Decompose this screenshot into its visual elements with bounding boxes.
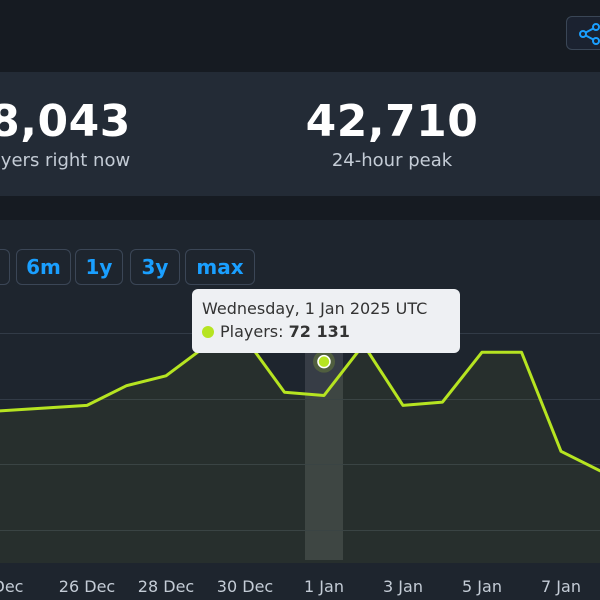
peak-players-value: 42,710 <box>305 96 479 147</box>
highlight-point <box>317 354 331 369</box>
top-bar <box>0 0 600 72</box>
series-line-players <box>0 336 600 473</box>
tooltip-title: Wednesday, 1 Jan 2025 UTC <box>202 299 428 318</box>
current-players-stat: 8,043 ayers right now <box>0 96 230 174</box>
series-dot-icon <box>202 326 214 338</box>
x-tick-label-6: 5 Jan <box>462 577 502 596</box>
range-button-partial[interactable] <box>0 249 10 285</box>
peak-players-label: 24-hour peak <box>331 150 453 171</box>
player-count-chart[interactable]: Dec 26 Dec 28 Dec 30 Dec 1 Jan 3 Jan 5 Jan 7 Ja… <box>0 220 600 600</box>
current-players-value: 8,043 <box>0 96 131 147</box>
range-button-3y[interactable]: 3y <box>130 249 180 285</box>
chart-tooltip: Wednesday, 1 Jan 2025 UTC Players: 72 13… <box>192 289 460 353</box>
series-area <box>0 338 600 563</box>
x-tick-label-2: 28 Dec <box>138 577 194 596</box>
x-tick-label-1: 26 Dec <box>59 577 115 596</box>
x-tick-label-4: 1 Jan <box>304 577 344 596</box>
share-button[interactable] <box>566 16 600 50</box>
current-players-label: ayers right now <box>0 150 131 171</box>
peak-players-stat: 42,710 24-hour peak <box>222 96 562 174</box>
x-tick-label-3: 30 Dec <box>217 577 273 596</box>
stats-panel: 8,043 ayers right now 42,710 24-hour pea… <box>0 72 600 196</box>
range-button-1y[interactable]: 1y <box>75 249 123 285</box>
tooltip-row: Players: 72 131 <box>202 321 460 343</box>
x-tick-label-7: 7 Jan <box>541 577 581 596</box>
chart-panel: 6m 1y 3y max <box>0 220 600 600</box>
section-divider <box>0 196 600 220</box>
x-tick-label-5: 3 Jan <box>383 577 423 596</box>
tooltip-series-label: Players: <box>220 322 284 341</box>
range-button-max[interactable]: max <box>185 249 255 285</box>
share-icon <box>579 23 600 45</box>
x-tick-label-0: Dec <box>0 577 23 596</box>
tooltip-value: 72 131 <box>288 322 350 341</box>
range-button-6m[interactable]: 6m <box>16 249 71 285</box>
